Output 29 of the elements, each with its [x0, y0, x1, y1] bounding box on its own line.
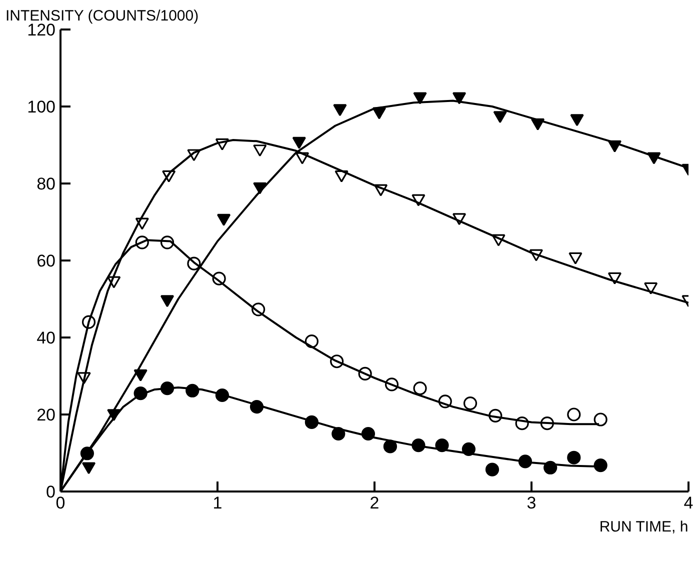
- point: [292, 136, 306, 149]
- point: [567, 408, 581, 422]
- point: [568, 252, 582, 264]
- point: [333, 104, 347, 116]
- y-tick-label: 20: [36, 406, 56, 424]
- point: [567, 450, 581, 464]
- x-tick-label: 3: [526, 494, 536, 512]
- point: [463, 396, 478, 410]
- point: [160, 295, 174, 308]
- y-tick-label: 80: [36, 174, 56, 194]
- point: [413, 92, 427, 104]
- x-tick-label: 4: [684, 494, 694, 512]
- x-axis-title: RUN TIME, h: [599, 518, 688, 536]
- x-tick-label: 2: [370, 494, 380, 512]
- point: [485, 462, 500, 476]
- y-tick-label: 100: [27, 98, 56, 116]
- point: [570, 114, 584, 126]
- point: [493, 111, 507, 124]
- point: [253, 144, 267, 157]
- point: [594, 458, 608, 472]
- point: [383, 440, 397, 454]
- point: [216, 214, 231, 226]
- point: [452, 92, 466, 104]
- y-tick-label: 40: [36, 328, 56, 348]
- point: [644, 282, 658, 294]
- y-tick-label: 60: [36, 252, 56, 270]
- point: [413, 382, 427, 396]
- x-tick-label: 1: [212, 494, 222, 512]
- point: [594, 412, 608, 426]
